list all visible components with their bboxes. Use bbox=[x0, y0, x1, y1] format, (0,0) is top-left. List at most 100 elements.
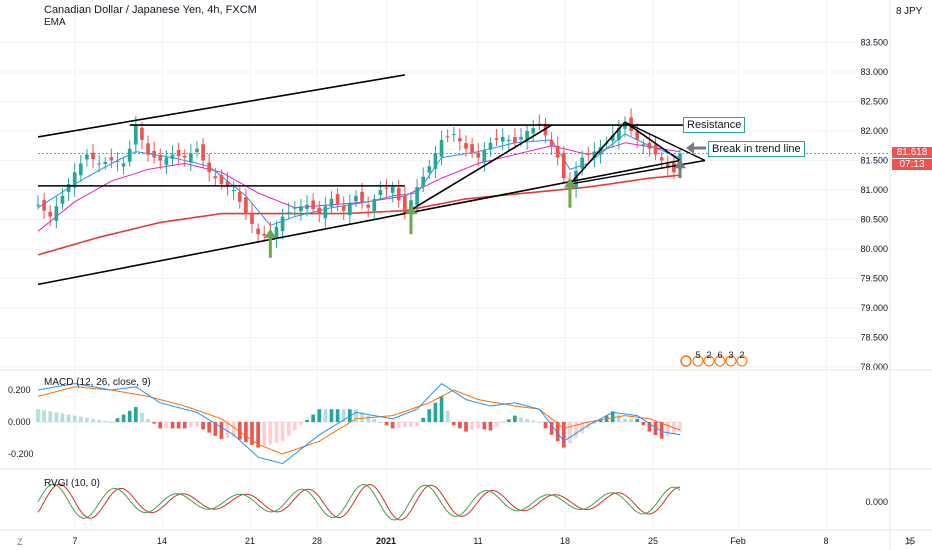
macd-histogram-bar bbox=[433, 402, 438, 422]
macd-histogram-bar bbox=[635, 418, 640, 422]
macd-histogram-bar bbox=[427, 409, 432, 422]
chart-title: Canadian Dollar / Japanese Yen, 4h, FXCM bbox=[44, 4, 257, 16]
candle-body bbox=[42, 200, 46, 211]
auto-scale-icon[interactable]: A bbox=[906, 537, 913, 547]
candle-body bbox=[445, 136, 450, 138]
macd-histogram-bar bbox=[195, 422, 199, 427]
candle-body bbox=[354, 195, 358, 202]
candle-body bbox=[629, 117, 633, 131]
macd-histogram-bar bbox=[439, 396, 444, 422]
macd-histogram-bar bbox=[415, 422, 419, 427]
macd-histogram-bar bbox=[66, 414, 71, 422]
zoom-icon[interactable]: Z bbox=[17, 537, 23, 547]
macd-histogram-bar bbox=[54, 412, 59, 422]
macd-histogram-bar bbox=[378, 422, 383, 423]
candle-body bbox=[610, 135, 615, 141]
macd-histogram-bar bbox=[659, 422, 664, 439]
candle-body bbox=[586, 153, 591, 155]
macd-histogram-bar bbox=[170, 422, 175, 429]
candle-body bbox=[237, 192, 242, 202]
macd-histogram-bar bbox=[323, 409, 328, 422]
arrow-up-gray bbox=[674, 159, 686, 169]
macd-histogram-bar bbox=[360, 412, 364, 422]
candle-body bbox=[115, 161, 120, 163]
macd-histogram-bar bbox=[372, 418, 377, 422]
candle-body bbox=[158, 155, 163, 161]
macd-y-tick: 0.200 bbox=[8, 385, 31, 395]
macd-histogram-bar bbox=[85, 417, 89, 422]
macd-histogram-bar bbox=[623, 418, 627, 422]
event-counter bbox=[714, 355, 726, 367]
candle-body bbox=[451, 133, 456, 135]
candle-body bbox=[421, 176, 426, 186]
break-pointer-icon bbox=[686, 142, 694, 154]
macd-signal-line bbox=[37, 386, 681, 455]
y-tick-label: 80.500 bbox=[860, 215, 888, 225]
rvgi-line bbox=[37, 483, 681, 521]
macd-histogram-bar bbox=[488, 422, 493, 431]
x-tick-label: 28 bbox=[312, 536, 322, 546]
event-counter bbox=[736, 355, 748, 367]
eight-icon: 8 bbox=[896, 6, 902, 17]
macd-histogram-bar bbox=[665, 422, 670, 437]
macd-histogram-bar bbox=[519, 417, 523, 422]
macd-histogram-bar bbox=[537, 422, 542, 423]
event-counter bbox=[703, 355, 715, 367]
macd-histogram-bar bbox=[470, 422, 474, 430]
candle-body bbox=[231, 190, 236, 192]
event-count: 2 bbox=[706, 350, 711, 360]
event-counter bbox=[725, 355, 737, 367]
macd-histogram-bar bbox=[598, 419, 603, 422]
macd-histogram-bar bbox=[60, 413, 65, 422]
macd-histogram-bar bbox=[617, 415, 621, 422]
macd-histogram-bar bbox=[42, 410, 46, 422]
macd-histogram-bar bbox=[384, 422, 389, 426]
candle-body bbox=[274, 226, 279, 239]
candle-body bbox=[500, 136, 505, 142]
lower-channel bbox=[37, 159, 681, 286]
candle-body bbox=[580, 157, 585, 169]
y-tick-label: 82.000 bbox=[860, 126, 888, 136]
macd-y-tick: -0.200 bbox=[8, 449, 34, 459]
macd-histogram-bar bbox=[36, 409, 40, 422]
candle-body bbox=[91, 152, 95, 160]
ema-fast-line bbox=[37, 133, 681, 226]
inner-trend bbox=[404, 124, 553, 215]
macd-histogram-bar bbox=[109, 422, 114, 423]
candle-body bbox=[372, 198, 377, 211]
macd-histogram-bar bbox=[592, 422, 597, 425]
resistance-label: Resistance bbox=[683, 117, 746, 133]
candle-body bbox=[341, 205, 346, 211]
currency-label[interactable]: JPY bbox=[904, 6, 923, 17]
macd-histogram-bar bbox=[403, 422, 407, 428]
macd-histogram-bar bbox=[464, 422, 468, 432]
candle-body bbox=[201, 144, 205, 161]
candle-body bbox=[329, 198, 334, 207]
candle-body bbox=[244, 197, 248, 214]
candle-body bbox=[665, 163, 670, 167]
macd-histogram-bar bbox=[366, 415, 371, 422]
candle-body bbox=[439, 139, 444, 157]
macd-histogram-bar bbox=[641, 422, 646, 426]
x-tick-label: 18 bbox=[560, 536, 570, 546]
candle-body bbox=[219, 175, 224, 185]
macd-histogram-bar bbox=[121, 414, 126, 422]
macd-histogram-bar bbox=[580, 422, 585, 434]
candle-body bbox=[366, 204, 371, 208]
event-count: 2 bbox=[739, 350, 744, 360]
candle-body bbox=[506, 139, 511, 141]
macd-histogram-bar bbox=[458, 422, 462, 429]
candle-body bbox=[109, 157, 114, 161]
y-tick-label: 80.000 bbox=[860, 244, 888, 254]
candle-body bbox=[659, 157, 664, 161]
candle-body bbox=[280, 216, 285, 232]
candle-body bbox=[617, 128, 621, 140]
candle-body bbox=[464, 143, 468, 149]
macd-histogram-bar bbox=[115, 418, 120, 422]
candle-body bbox=[561, 152, 566, 179]
candle-body bbox=[347, 203, 352, 216]
macd-histogram-bar bbox=[500, 422, 505, 424]
candle-body bbox=[152, 150, 157, 158]
candle-body bbox=[66, 184, 71, 193]
candle-body bbox=[72, 172, 77, 188]
